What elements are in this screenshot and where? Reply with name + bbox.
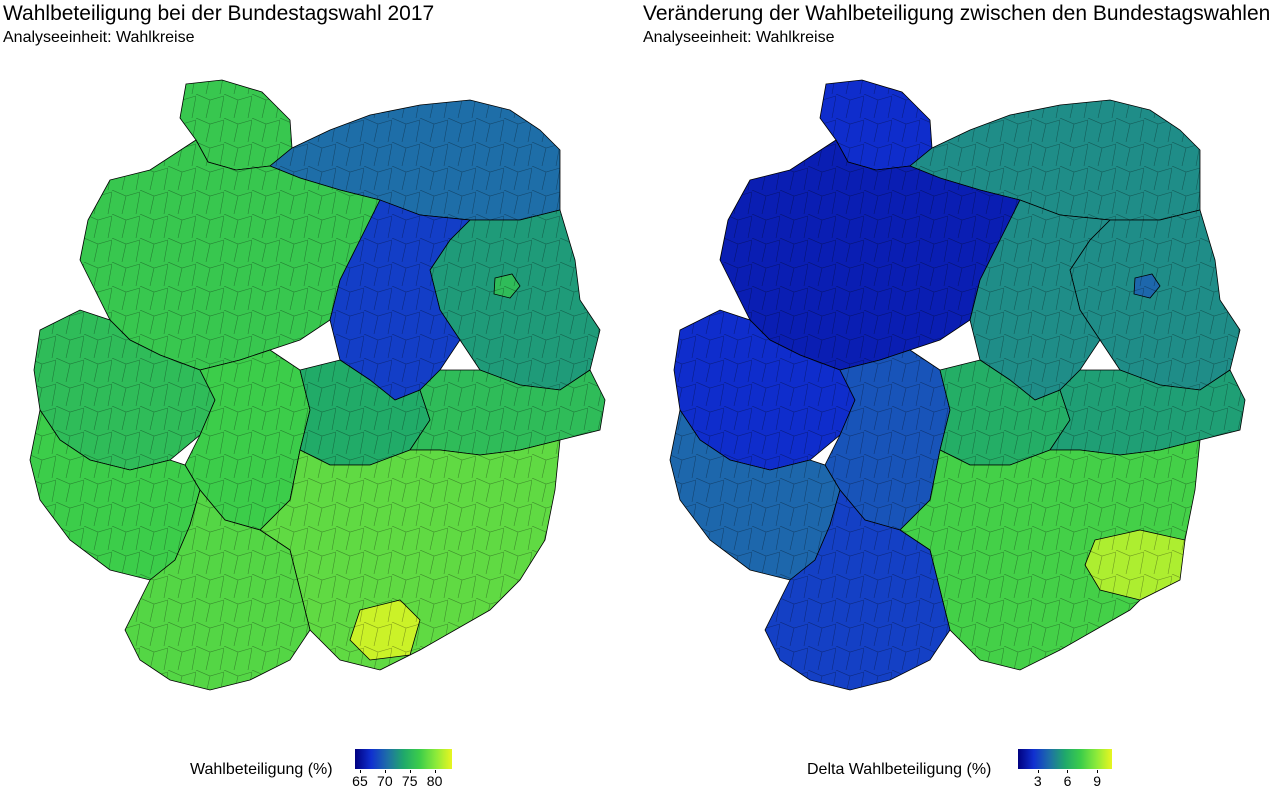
legend-tick-mark (1037, 770, 1039, 773)
legend-tick-mark (1097, 770, 1099, 773)
legend-tick-mark (409, 770, 411, 773)
right-map-title: Veränderung der Wahlbeteiligung zwischen… (643, 2, 1271, 25)
right-legend-colorbar (1018, 749, 1112, 769)
left-map-subtitle: Analyseeinheit: Wahlkreise (3, 29, 195, 46)
district-borders-brandenburg (1070, 210, 1240, 390)
right-legend-title: Delta Wahlbeteiligung (%) (807, 761, 992, 778)
legend-tick-mark (384, 770, 386, 773)
district-borders-nordrhein-westfalen (34, 310, 215, 470)
legend-tick-label: 6 (1063, 773, 1072, 789)
legend-tick-label: 65 (352, 773, 368, 789)
district-borders-bayern (260, 440, 560, 670)
district-borders-rheinland-pfalz-saar (30, 410, 200, 580)
district-borders-berlin (1134, 274, 1160, 298)
district-borders-schleswig-holstein (820, 80, 932, 170)
district-borders-niedersachsen (720, 140, 1020, 370)
district-borders-bayern (900, 440, 1200, 670)
left-legend-title: Wahlbeteiligung (%) (190, 761, 333, 778)
right-map-subtitle: Analyseeinheit: Wahlkreise (643, 29, 835, 46)
turnout-2017-choropleth-map (29, 79, 606, 691)
district-borders-munich-area (350, 600, 420, 660)
turnout-2017-panel: Wahlbeteiligung bei der Bundestagswahl 2… (3, 2, 606, 789)
district-borders-baden-wuerttemberg (125, 490, 310, 690)
left-legend-ticks: 65 70 75 80 (352, 770, 452, 789)
legend-tick-mark (434, 770, 436, 773)
district-borders-sachsen (410, 370, 605, 455)
district-borders-rheinland-pfalz-saar (670, 410, 840, 580)
district-borders-hessen (185, 350, 310, 530)
legend-tick-mark (359, 770, 361, 773)
district-borders-mecklenburg-vorpommern (270, 100, 560, 220)
district-borders-niederbayern (1085, 530, 1185, 600)
district-borders-brandenburg (430, 210, 600, 390)
district-borders-thueringen (300, 360, 430, 465)
turnout-change-choropleth-map (669, 79, 1246, 691)
district-borders-baden-wuerttemberg (765, 490, 950, 690)
district-borders-niedersachsen (80, 140, 380, 370)
district-borders-thueringen (940, 360, 1070, 465)
left-legend-colorbar (355, 749, 452, 769)
district-borders-nordrhein-westfalen (674, 310, 855, 470)
right-legend-ticks: 3 6 9 (1018, 770, 1112, 789)
legend-tick-label: 70 (377, 773, 393, 789)
district-borders-sachsen (1050, 370, 1245, 455)
district-borders-sachsen-anhalt (970, 200, 1110, 400)
district-borders-sachsen-anhalt (330, 200, 470, 400)
left-map-title: Wahlbeteiligung bei der Bundestagswahl 2… (3, 2, 435, 25)
district-borders-mecklenburg-vorpommern (910, 100, 1200, 220)
legend-tick-label: 80 (426, 773, 443, 789)
district-borders-schleswig-holstein (180, 80, 292, 170)
legend-tick-label: 75 (401, 773, 418, 789)
district-borders-hessen (825, 350, 950, 530)
legend-tick-mark (1067, 770, 1069, 773)
legend-tick-label: 9 (1093, 773, 1102, 789)
legend-tick-label: 3 (1033, 773, 1042, 789)
district-borders-berlin (494, 274, 520, 298)
turnout-change-panel: Veränderung der Wahlbeteiligung zwischen… (640, 0, 1276, 791)
